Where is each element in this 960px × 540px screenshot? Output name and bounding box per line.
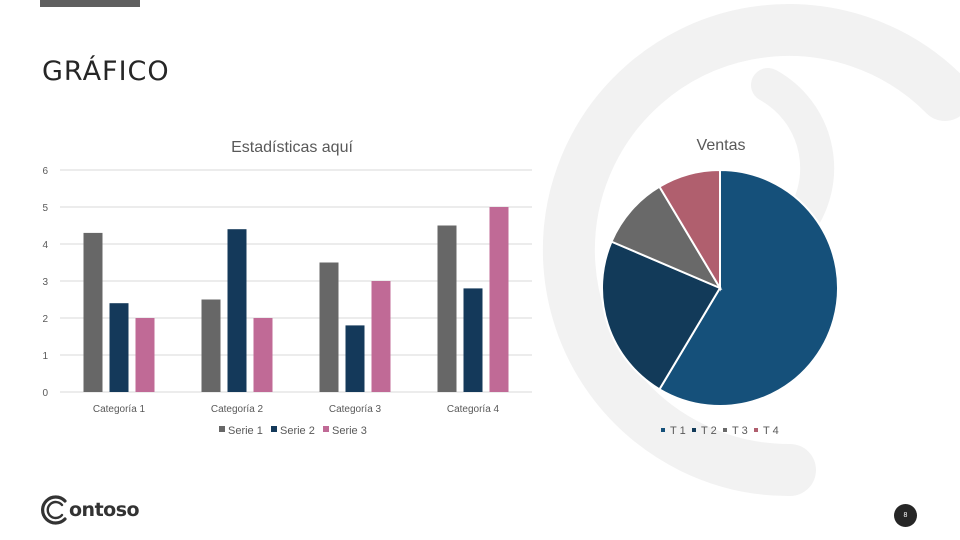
bar (201, 299, 221, 392)
legend-label: T 3 (732, 425, 748, 437)
bar (371, 281, 391, 392)
legend-swatch (723, 428, 727, 432)
bar (135, 318, 155, 392)
contoso-logo: ontoso (38, 493, 140, 527)
legend-label: Serie 2 (280, 425, 315, 437)
legend-label: T 4 (763, 425, 779, 437)
legend-swatch (754, 428, 758, 432)
legend-label: Serie 1 (228, 425, 263, 437)
pie-chart-title: Ventas (697, 137, 746, 154)
y-tick-label: 6 (42, 166, 48, 177)
legend-swatch (219, 426, 225, 432)
bar (463, 288, 483, 392)
top-accent-bar (40, 0, 140, 7)
logo-text: ontoso (69, 499, 140, 521)
bar-chart-title: Estadísticas aquí (231, 139, 353, 156)
x-tick-label: Categoría 3 (329, 404, 382, 415)
y-tick-label: 4 (42, 240, 48, 251)
y-tick-label: 3 (42, 277, 48, 288)
y-tick-label: 2 (42, 314, 48, 325)
pie-slice (658, 168, 721, 292)
legend-swatch (661, 428, 665, 432)
pie-slice (610, 185, 723, 291)
y-tick-label: 0 (42, 388, 48, 399)
bar (319, 262, 339, 392)
bar (345, 325, 365, 392)
bar (437, 225, 457, 392)
slide-title: GRÁFICO (42, 56, 170, 87)
legend-swatch (323, 426, 329, 432)
contoso-logo-icon (41, 495, 67, 525)
legend-swatch (692, 428, 696, 432)
page-number: 8 (894, 504, 917, 527)
pie-slice (658, 168, 839, 407)
y-tick-label: 5 (42, 203, 48, 214)
x-tick-label: Categoría 2 (211, 404, 264, 415)
legend-swatch (271, 426, 277, 432)
pie-chart: Ventas T 1 T 2 T 3 T 4 (601, 137, 839, 437)
x-tick-label: Categoría 4 (447, 404, 500, 415)
y-tick-label: 1 (42, 351, 48, 362)
bar-chart: Estadísticas aquí 0 1 2 3 4 5 6 Categoría 1 Cat… (42, 139, 532, 437)
legend-label: T 1 (670, 425, 686, 437)
bar (489, 207, 509, 392)
legend-label: T 2 (701, 425, 717, 437)
pie-slice (601, 240, 722, 391)
x-tick-label: Categoría 1 (93, 404, 146, 415)
bar (253, 318, 273, 392)
bar (109, 303, 129, 392)
legend-label: Serie 3 (332, 425, 367, 437)
bar (227, 229, 247, 392)
bar (83, 232, 103, 392)
